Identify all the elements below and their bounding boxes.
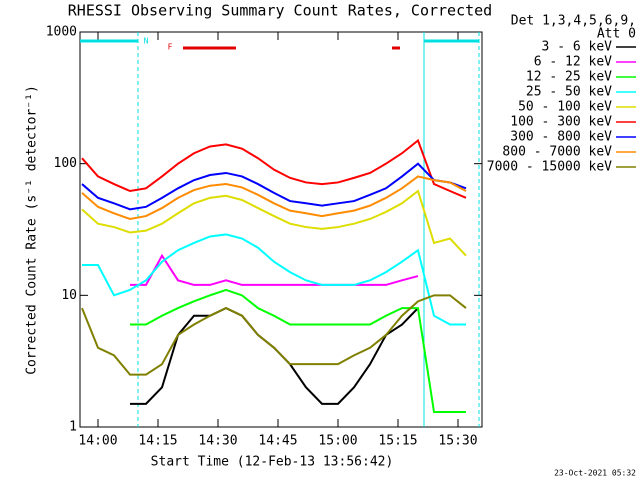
x-tick-label: 14:30 [198,434,237,449]
x-tick-label: 15:30 [438,434,477,449]
y-tick-label: 1 [69,420,77,435]
series-line [130,288,466,413]
series-line [81,189,467,257]
legend-label: 50 - 100 keV [518,100,612,115]
legend-header: Det 1,3,4,5,6,9, [511,14,636,29]
x-tick-label: 14:15 [138,434,177,449]
series-line [130,253,419,286]
footer-date: 23-Oct-2021 05:32 [554,469,636,478]
y-tick-label: 1000 [46,25,77,40]
series-line [81,138,467,199]
x-tick-label: 15:15 [378,434,417,449]
legend-label: 800 - 7000 keV [502,145,612,160]
x-tick-label: 14:45 [258,434,297,449]
x-tick-label: 15:00 [318,434,357,449]
x-axis-label: Start Time (12-Feb-13 13:56:42) [151,455,394,470]
flare-label: F [168,43,173,52]
legend-header: Att 0 [597,27,636,42]
legend-label: 3 - 6 keV [542,40,613,55]
night-label: N [144,37,149,46]
y-tick-label: 100 [54,156,77,171]
series-line [81,162,467,211]
legend-label: 25 - 50 keV [526,85,612,100]
y-tick-label: 10 [61,288,77,303]
y-axis-label: Corrected Count Rate (s⁻¹ detector⁻¹) [25,85,40,375]
series-line [81,175,467,221]
legend-label: 7000 - 15000 keV [487,160,612,175]
chart-title: RHESSI Observing Summary Count Rates, Co… [68,2,492,20]
x-tick-label: 14:00 [78,434,117,449]
series-line [81,294,467,376]
plot-frame [79,31,483,428]
series-line [82,233,466,326]
legend-label: 12 - 25 keV [526,70,612,85]
legend-label: 300 - 800 keV [510,130,612,145]
legend-label: 100 - 300 keV [510,115,612,130]
legend-label: 6 - 12 keV [534,55,612,70]
